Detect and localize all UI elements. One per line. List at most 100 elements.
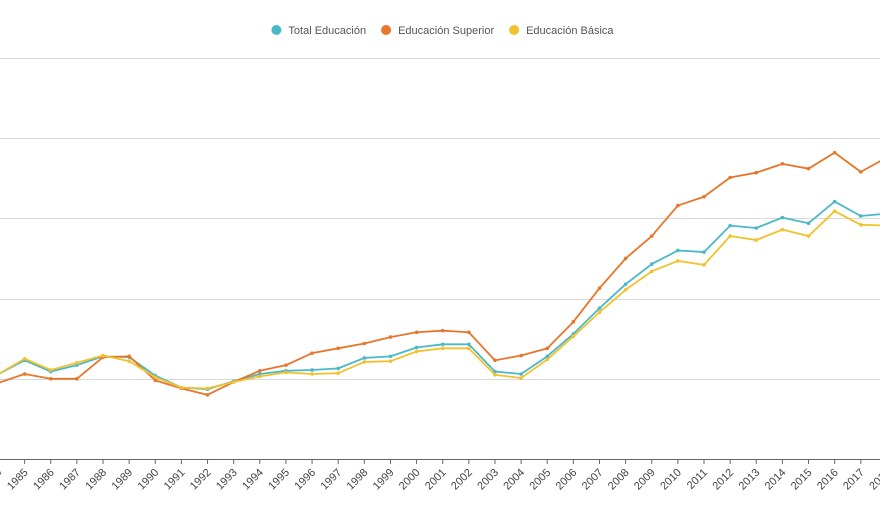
data-point[interactable]	[493, 369, 497, 374]
data-point[interactable]	[858, 170, 863, 174]
data-point[interactable]	[832, 209, 837, 213]
data-point[interactable]	[597, 286, 602, 290]
data-point[interactable]	[75, 377, 79, 381]
data-point[interactable]	[702, 263, 706, 267]
data-point[interactable]	[48, 377, 53, 381]
legend-item[interactable]: Educación Básica	[509, 25, 614, 37]
x-tick-label: 1990	[136, 467, 162, 493]
data-point[interactable]	[571, 334, 576, 339]
x-tick-label: 1997	[319, 467, 345, 493]
data-point[interactable]	[336, 366, 340, 371]
data-point[interactable]	[258, 368, 262, 373]
x-tick-label: 2009	[632, 467, 658, 493]
data-point[interactable]	[467, 342, 471, 347]
data-point[interactable]	[362, 341, 367, 346]
data-point[interactable]	[676, 248, 680, 253]
data-point[interactable]	[623, 256, 628, 261]
legend-item[interactable]: Total Educación	[271, 25, 366, 37]
data-point[interactable]	[806, 234, 811, 238]
data-point[interactable]	[754, 238, 759, 242]
data-point[interactable]	[22, 356, 27, 361]
data-point[interactable]	[858, 214, 863, 218]
data-point[interactable]	[754, 226, 759, 230]
x-tick-label: 2013	[737, 467, 763, 493]
data-point[interactable]	[754, 170, 759, 175]
data-point[interactable]	[336, 346, 340, 351]
data-point[interactable]	[48, 368, 53, 372]
data-point[interactable]	[597, 310, 602, 315]
data-point[interactable]	[649, 234, 654, 238]
data-point[interactable]	[597, 306, 602, 311]
data-point[interactable]	[676, 203, 680, 208]
data-point[interactable]	[310, 368, 314, 372]
data-point[interactable]	[414, 330, 419, 335]
data-point[interactable]	[205, 393, 210, 397]
data-point[interactable]	[310, 351, 314, 355]
data-point[interactable]	[414, 345, 419, 350]
data-point[interactable]	[388, 354, 393, 359]
data-point[interactable]	[519, 376, 523, 380]
data-point[interactable]	[22, 372, 27, 376]
data-point[interactable]	[75, 360, 79, 365]
legend-label: Educación Básica	[526, 25, 614, 37]
data-point[interactable]	[414, 349, 419, 354]
data-point[interactable]	[702, 250, 706, 254]
data-point[interactable]	[780, 227, 785, 232]
data-point[interactable]	[832, 199, 837, 204]
data-point[interactable]	[728, 223, 732, 228]
data-point[interactable]	[571, 320, 576, 324]
data-point[interactable]	[179, 385, 184, 390]
data-point[interactable]	[205, 386, 210, 391]
series-3	[0, 209, 880, 391]
data-point[interactable]	[231, 380, 236, 384]
data-point[interactable]	[519, 353, 523, 358]
data-point[interactable]	[336, 371, 340, 375]
legend-item[interactable]: Educación Superior	[381, 25, 494, 37]
data-point[interactable]	[362, 360, 367, 364]
data-point[interactable]	[440, 346, 445, 351]
data-point[interactable]	[127, 359, 131, 363]
data-point[interactable]	[728, 234, 732, 238]
data-point[interactable]	[545, 346, 550, 351]
data-point[interactable]	[649, 269, 654, 274]
data-point[interactable]	[362, 356, 367, 360]
data-point[interactable]	[676, 259, 680, 263]
data-point[interactable]	[806, 221, 811, 226]
data-point[interactable]	[467, 346, 471, 351]
data-point[interactable]	[649, 262, 654, 266]
data-point[interactable]	[467, 330, 471, 335]
x-tick-label: 1987	[57, 467, 83, 493]
data-point[interactable]	[493, 358, 497, 363]
x-tick-label: 1996	[292, 467, 318, 493]
data-point[interactable]	[623, 287, 628, 292]
series-line	[0, 151, 880, 396]
data-point[interactable]	[284, 363, 288, 367]
x-tick-label: 2012	[710, 467, 736, 493]
data-point[interactable]	[153, 375, 158, 380]
data-point[interactable]	[780, 215, 785, 220]
data-point[interactable]	[388, 359, 393, 363]
data-point[interactable]	[545, 357, 550, 362]
series-2	[0, 150, 880, 397]
data-point[interactable]	[702, 194, 706, 199]
legend-marker	[509, 25, 520, 35]
data-point[interactable]	[780, 162, 785, 166]
data-point[interactable]	[623, 282, 628, 286]
data-point[interactable]	[858, 223, 863, 227]
data-point[interactable]	[832, 150, 837, 155]
data-point[interactable]	[806, 166, 811, 171]
data-point[interactable]	[493, 372, 497, 377]
x-tick-label: 1993	[214, 467, 240, 493]
data-point[interactable]	[127, 354, 131, 359]
data-point[interactable]	[310, 372, 314, 376]
data-point[interactable]	[258, 374, 262, 379]
data-point[interactable]	[153, 378, 158, 383]
data-point[interactable]	[388, 335, 393, 339]
data-point[interactable]	[728, 175, 732, 180]
data-point[interactable]	[284, 370, 288, 375]
data-point[interactable]	[440, 328, 445, 333]
data-point[interactable]	[101, 353, 105, 358]
data-point[interactable]	[440, 342, 445, 347]
data-point[interactable]	[545, 354, 550, 359]
data-point[interactable]	[519, 372, 523, 376]
